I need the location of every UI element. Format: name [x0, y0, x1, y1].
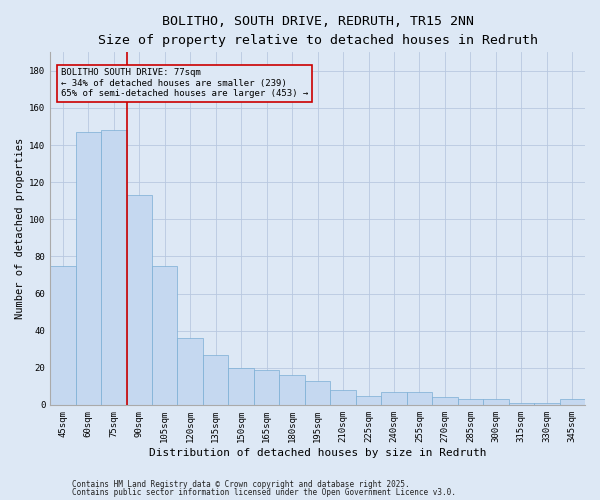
Bar [560, 400, 585, 405]
Bar [254, 370, 280, 405]
Bar [356, 396, 381, 405]
Bar [76, 132, 101, 405]
Text: Contains public sector information licensed under the Open Government Licence v3: Contains public sector information licen… [72, 488, 456, 497]
Title: BOLITHO, SOUTH DRIVE, REDRUTH, TR15 2NN
Size of property relative to detached ho: BOLITHO, SOUTH DRIVE, REDRUTH, TR15 2NN … [98, 15, 538, 47]
Bar [432, 398, 458, 405]
Bar [101, 130, 127, 405]
X-axis label: Distribution of detached houses by size in Redruth: Distribution of detached houses by size … [149, 448, 487, 458]
Bar [381, 392, 407, 405]
Bar [509, 403, 534, 405]
Bar [229, 368, 254, 405]
Bar [280, 375, 305, 405]
Bar [458, 400, 483, 405]
Bar [331, 390, 356, 405]
Bar [483, 400, 509, 405]
Bar [152, 266, 178, 405]
Text: BOLITHO SOUTH DRIVE: 77sqm
← 34% of detached houses are smaller (239)
65% of sem: BOLITHO SOUTH DRIVE: 77sqm ← 34% of deta… [61, 68, 308, 98]
Bar [305, 380, 331, 405]
Bar [407, 392, 432, 405]
Y-axis label: Number of detached properties: Number of detached properties [15, 138, 25, 319]
Text: Contains HM Land Registry data © Crown copyright and database right 2025.: Contains HM Land Registry data © Crown c… [72, 480, 410, 489]
Bar [534, 403, 560, 405]
Bar [127, 195, 152, 405]
Bar [50, 266, 76, 405]
Bar [203, 354, 229, 405]
Bar [178, 338, 203, 405]
